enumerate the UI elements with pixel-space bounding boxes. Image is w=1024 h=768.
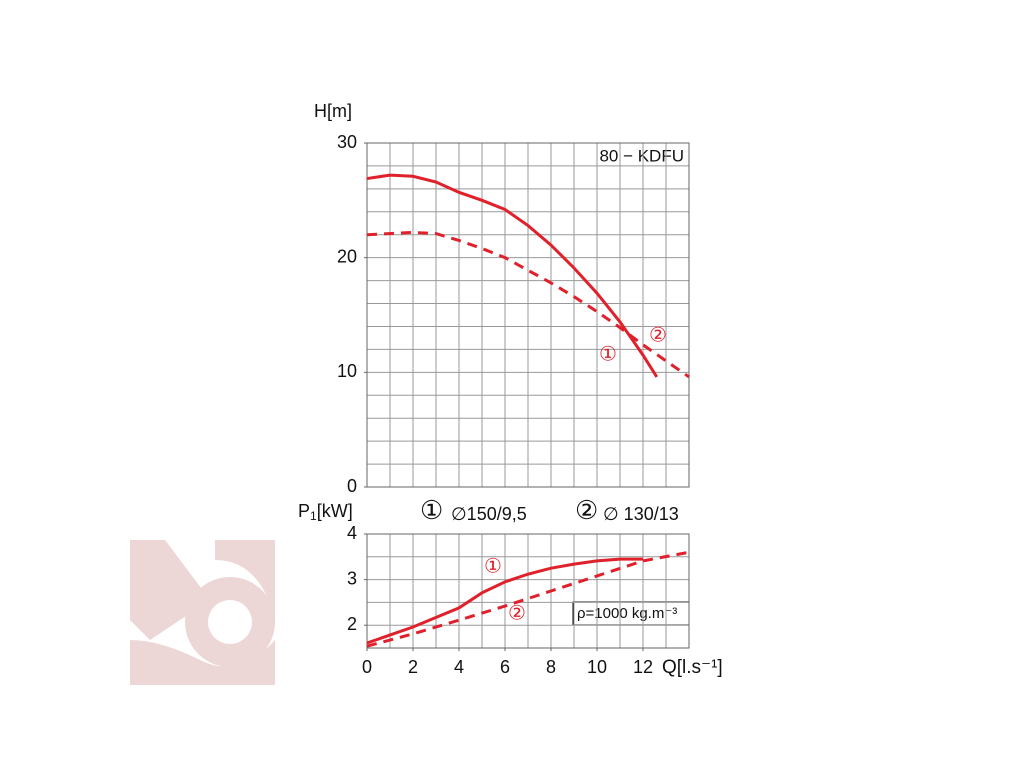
x-tick-label: 0 <box>362 657 372 677</box>
plot-frame <box>366 533 690 649</box>
legend-marker: ② <box>575 495 598 525</box>
y-label-main: P <box>298 501 310 521</box>
y-tick-label: 3 <box>347 568 357 588</box>
curve-label: ② <box>649 324 667 346</box>
y-axis-label: H[m] <box>314 101 352 121</box>
y-axis-label: P1[kW] <box>298 501 353 523</box>
x-tick-label: 10 <box>587 657 607 677</box>
y-tick-label: 2 <box>347 614 357 634</box>
plot-frame <box>366 142 690 488</box>
series-line <box>366 557 643 645</box>
watermark-logo <box>130 540 275 685</box>
legend-marker: ① <box>420 495 443 525</box>
y-label-unit: [kW] <box>317 501 353 521</box>
x-axis-label: Q[l.s⁻¹] <box>662 657 723 678</box>
chart-title: 80 − KDFU <box>599 146 684 165</box>
y-tick-label: 20 <box>337 246 357 266</box>
legend-label: ∅150/9,5 <box>451 504 527 524</box>
series-line <box>366 173 659 378</box>
x-tick-label: 6 <box>500 657 510 677</box>
x-tick-label: 4 <box>454 657 464 677</box>
y-label-sub: 1 <box>310 509 317 523</box>
series-line <box>366 550 690 648</box>
x-tick-label: 8 <box>546 657 556 677</box>
y-tick-label: 0 <box>347 476 357 496</box>
y-tick-label: 10 <box>337 361 357 381</box>
x-tick-label: 2 <box>408 657 418 677</box>
y-tick-label: 4 <box>347 523 357 543</box>
annotation: ρ=1000 kg.m⁻³ <box>577 605 677 622</box>
curve-label: ② <box>508 602 526 624</box>
y-tick-label: 30 <box>337 132 357 152</box>
curve-label: ① <box>484 555 502 577</box>
curve-label: ① <box>599 343 617 365</box>
series-line <box>366 230 690 379</box>
x-tick-label: 12 <box>633 657 653 677</box>
legend-label: ∅ 130/13 <box>603 504 679 524</box>
